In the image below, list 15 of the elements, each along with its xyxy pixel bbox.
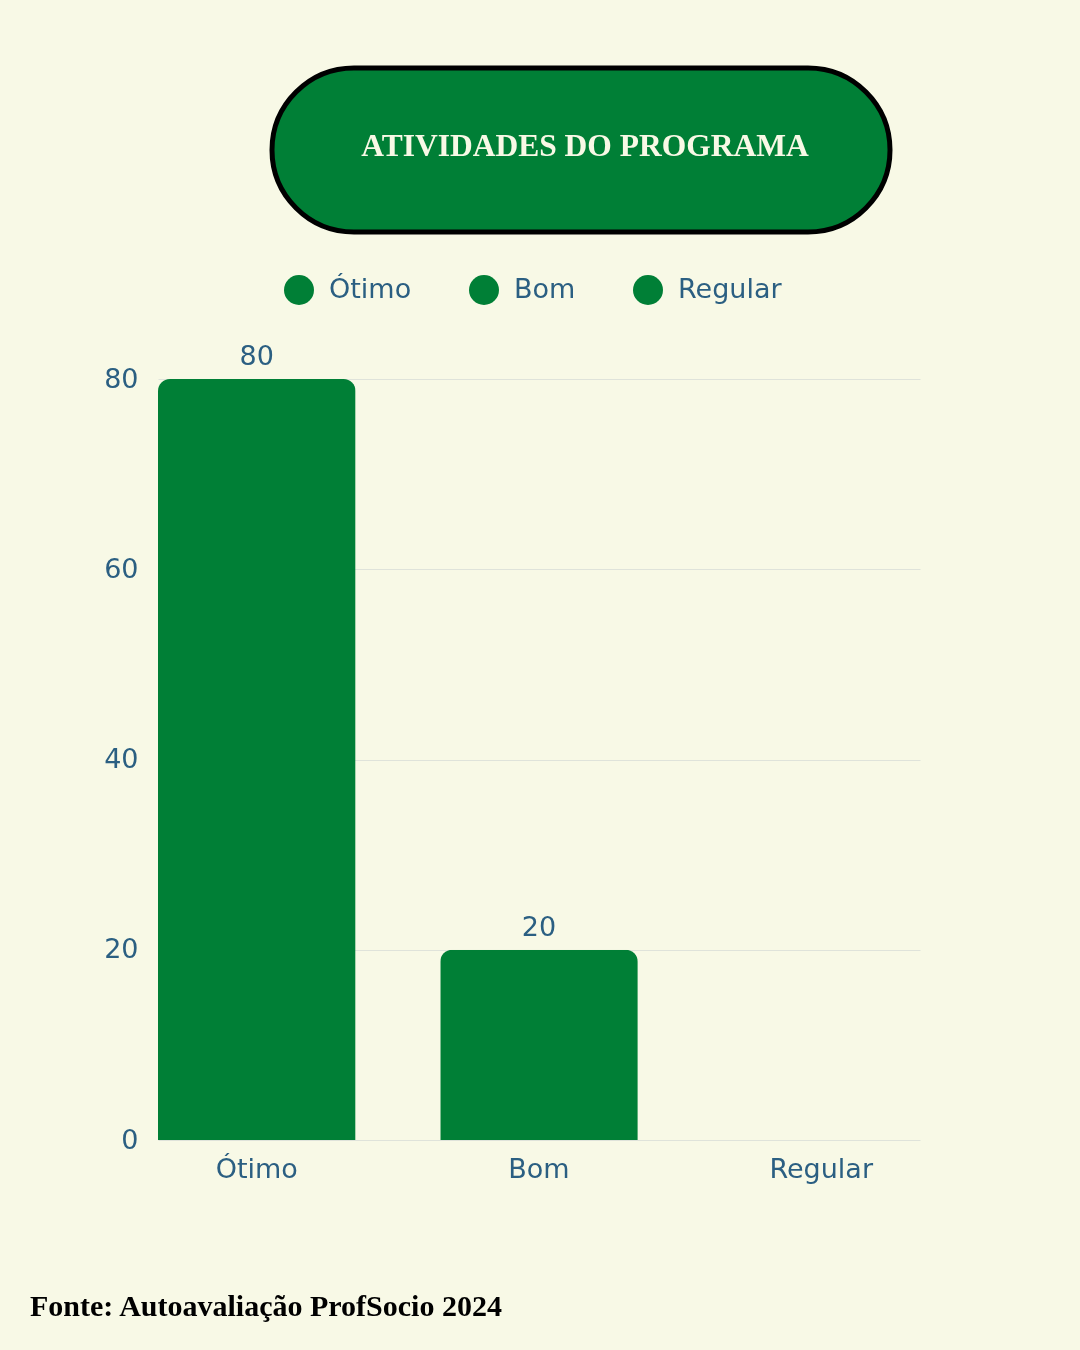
legend-label: Regular [678,273,783,304]
y-tick-label: 60 [104,552,139,584]
source-note: Fonte: Autoavaliação ProfSocio 2024 [30,1289,502,1322]
x-tick-label: Bom [508,1152,570,1184]
y-tick-label: 80 [104,362,139,394]
legend-label: Bom [514,273,576,304]
y-tick-label: 40 [104,743,139,774]
data-label: 20 [521,910,557,942]
legend-label: Ótimo [329,273,412,304]
y-tick-label: 20 [104,933,139,965]
x-tick-label: Regular [769,1152,874,1184]
chart-title: ATIVIDADES DO PROGRAMA [361,128,809,163]
data-label: 80 [239,340,274,371]
y-tick-label: 0 [121,1123,139,1155]
x-tick-label: Ótimo [215,1152,298,1184]
